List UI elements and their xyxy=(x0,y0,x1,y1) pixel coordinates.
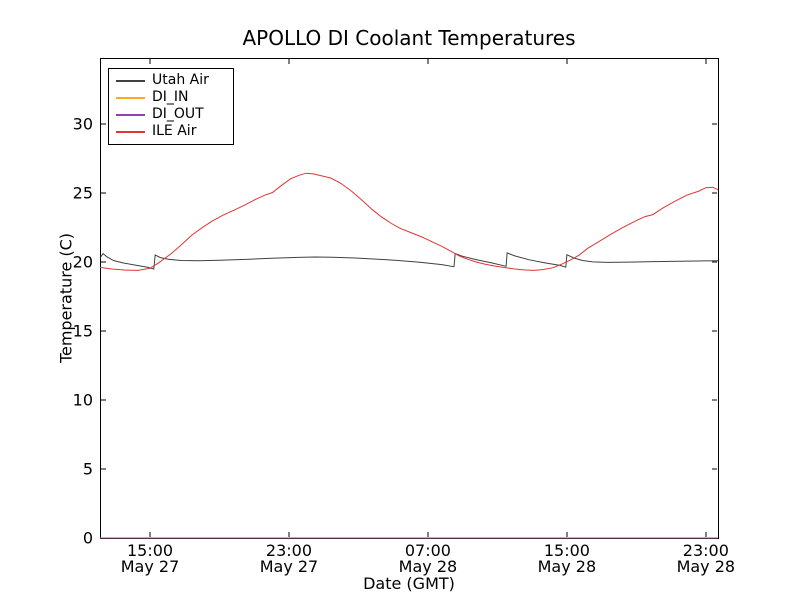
legend-item-ile-air: ILE Air xyxy=(116,124,226,139)
x-tick-time-label: 07:00 xyxy=(405,541,451,560)
legend-line-swatch xyxy=(116,130,145,133)
y-axis-label: Temperature (C) xyxy=(56,232,76,364)
legend-label: DI_IN xyxy=(152,89,189,105)
y-tick-label: 0 xyxy=(83,529,93,548)
y-tick-label: 25 xyxy=(73,184,93,203)
series-line-utah-air xyxy=(99,252,719,270)
x-tick-date-label: May 28 xyxy=(538,557,597,576)
legend-label: ILE Air xyxy=(152,123,197,139)
x-axis-label: Date (GMT) xyxy=(363,574,455,593)
legend-line-swatch xyxy=(116,96,145,99)
x-tick-date-label: May 28 xyxy=(399,557,458,576)
y-tick-label: 15 xyxy=(73,322,93,341)
legend-label: Utah Air xyxy=(152,72,209,88)
legend-label: DI_OUT xyxy=(152,106,204,122)
legend-item-di-in: DI_IN xyxy=(116,90,226,105)
x-tick-date-label: May 27 xyxy=(121,557,180,576)
y-tick-label: 30 xyxy=(73,115,93,134)
y-tick-label: 10 xyxy=(73,391,93,410)
x-tick-time-label: 23:00 xyxy=(683,541,729,560)
series-line-ile-air xyxy=(99,172,719,271)
x-tick-time-label: 15:00 xyxy=(127,541,173,560)
x-tick-date-label: May 28 xyxy=(677,557,736,576)
legend-line-swatch xyxy=(116,79,145,82)
y-tick-label: 5 xyxy=(83,460,93,479)
legend-item-utah-air: Utah Air xyxy=(116,73,226,88)
y-tick-label: 20 xyxy=(73,253,93,272)
chart-title: APOLLO DI Coolant Temperatures xyxy=(242,26,576,50)
legend-box: Utah Air DI_IN DI_OUT ILE Air xyxy=(108,68,234,145)
x-tick-time-label: 15:00 xyxy=(544,541,590,560)
x-tick-time-label: 23:00 xyxy=(266,541,312,560)
legend-line-swatch xyxy=(116,113,145,116)
legend-item-di-out: DI_OUT xyxy=(116,107,226,122)
x-tick-date-label: May 27 xyxy=(260,557,319,576)
